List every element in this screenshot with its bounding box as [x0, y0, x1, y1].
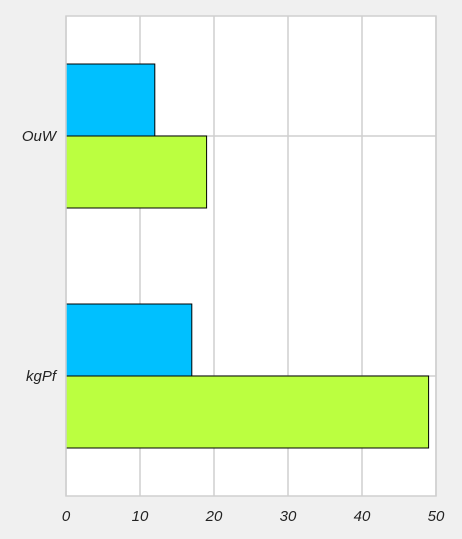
- y-category-label: OuW: [22, 128, 58, 145]
- x-tick-label: 40: [354, 508, 371, 525]
- x-tick-label: 0: [62, 508, 71, 525]
- x-tick-label: 30: [280, 508, 297, 525]
- y-category-label: kgPf: [26, 368, 58, 385]
- y-axis-categories: OuW kgPf: [22, 128, 58, 385]
- plot-frame: [65, 15, 437, 497]
- x-tick-label: 10: [132, 508, 149, 525]
- x-axis-ticks: 0 10 20 30 40 50: [62, 508, 445, 525]
- x-tick-label: 50: [428, 508, 445, 525]
- bar-kgPf-series-2: [65, 375, 430, 449]
- bar-kgPf-series-1: [65, 303, 193, 377]
- x-tick-label: 20: [205, 508, 223, 525]
- bar-OuW-series-1: [65, 63, 156, 137]
- bar-OuW-series-2: [65, 135, 208, 209]
